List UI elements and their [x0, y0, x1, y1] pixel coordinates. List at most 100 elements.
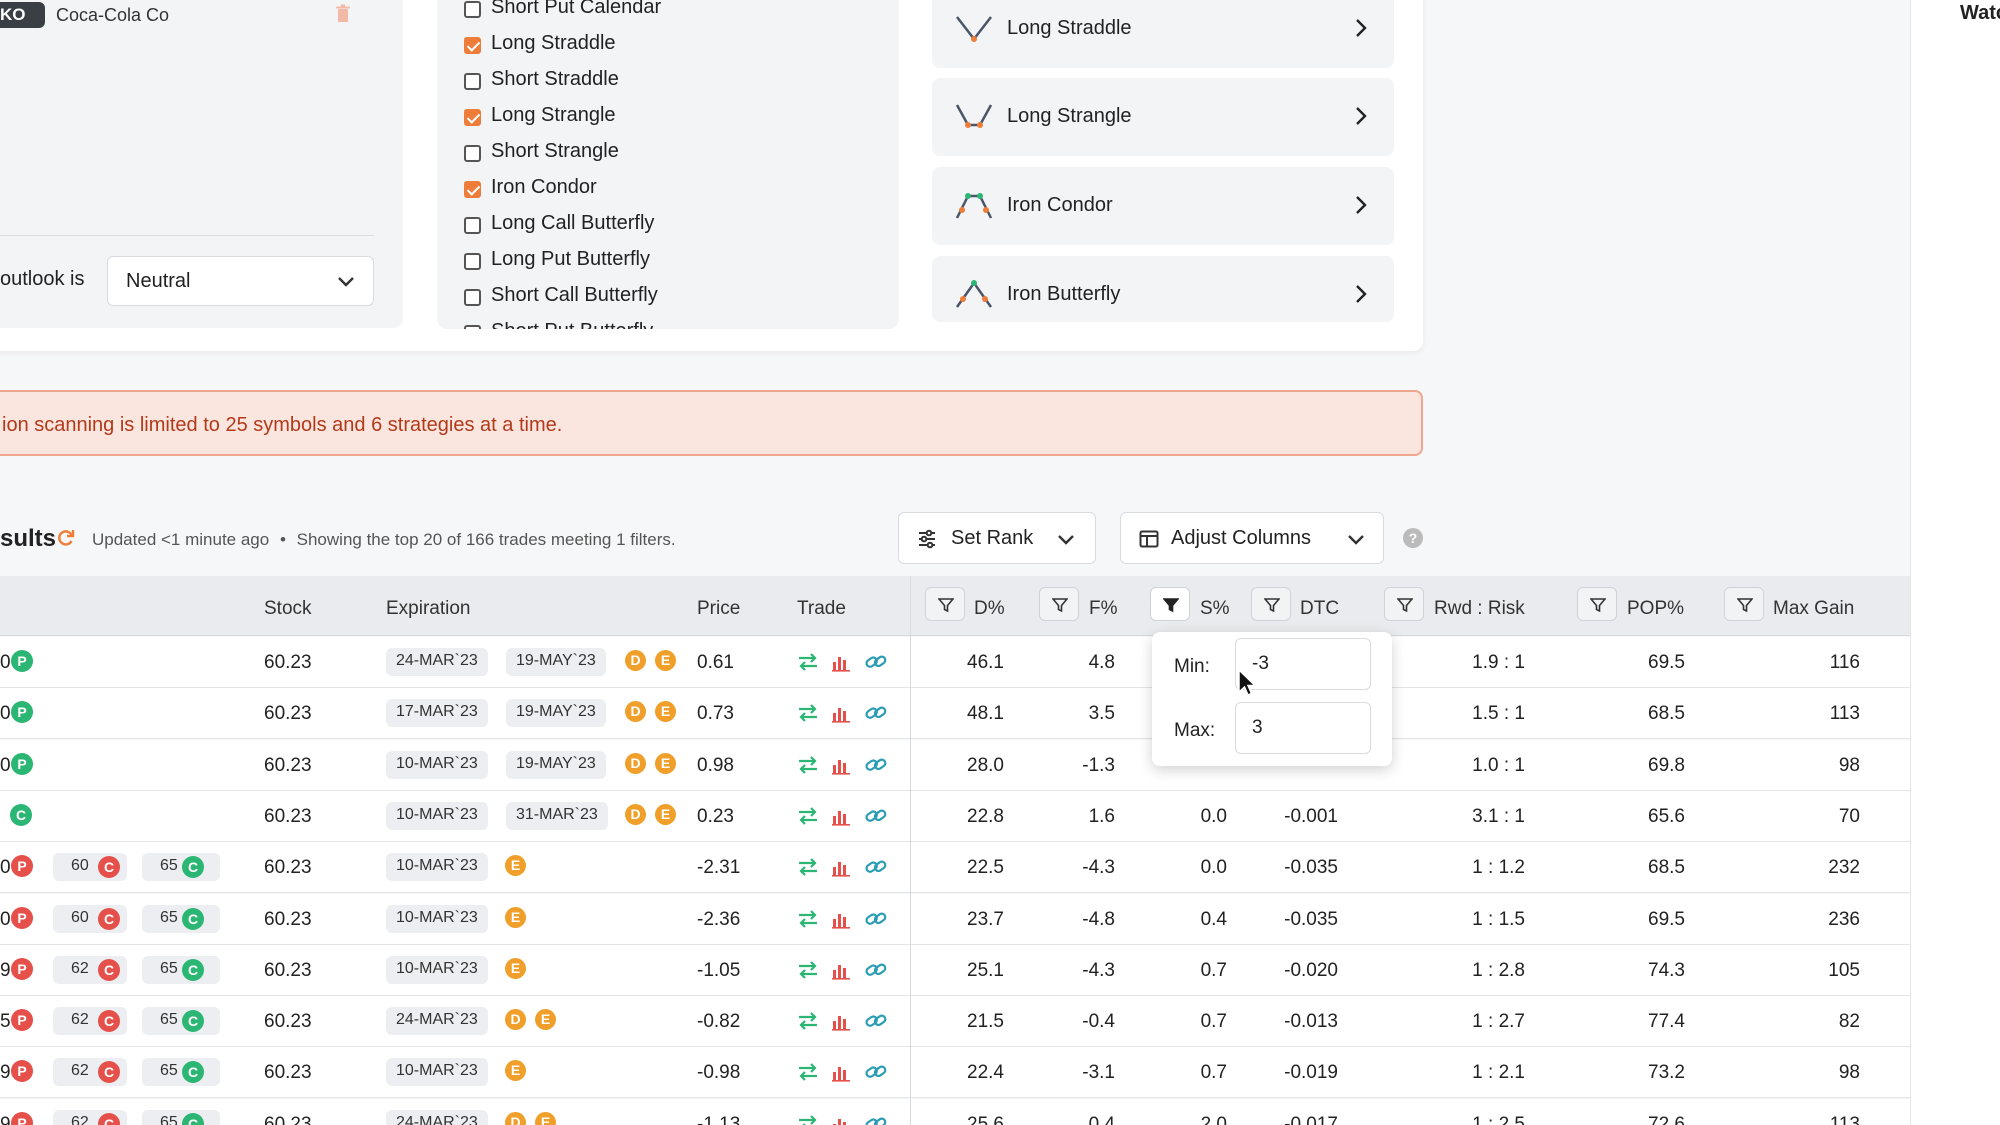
checkbox[interactable] [464, 145, 481, 162]
d-pct-value: 23.7 [967, 908, 1004, 930]
chart-bars-icon[interactable] [831, 1011, 851, 1031]
link-icon[interactable] [864, 857, 888, 877]
link-icon[interactable] [864, 1062, 888, 1082]
col-f-pct[interactable]: F% [1089, 598, 1118, 619]
adjust-columns-button[interactable]: Adjust Columns [1120, 512, 1384, 564]
chart-bars-icon[interactable] [831, 1114, 851, 1125]
table-row[interactable]: 0 P 60 C 65 C 60.23 10-MAR`23 E -2.36 23.7 -4.8 0.4-… [0, 893, 1910, 945]
col-rwd-risk[interactable]: Rwd : Risk [1434, 598, 1525, 619]
table-row[interactable]: 9 P 62 C 65 C 60.23 24-MAR`23 D E -1.13 25.6 0.4 2.0 -… [0, 1098, 1910, 1125]
table-row[interactable]: 0 P 60.23 24-MAR`23 19-MAY`23 D E 0.61 46.1 4.8 1.… [0, 637, 1910, 688]
chart-bars-icon[interactable] [831, 960, 851, 980]
d-pct-value: 22.4 [967, 1062, 1004, 1084]
col-price[interactable]: Price [697, 598, 741, 619]
help-icon[interactable]: ? [1403, 528, 1423, 548]
chart-bars-icon[interactable] [831, 652, 851, 672]
option-type-badge: C [98, 1010, 120, 1033]
watch-label[interactable]: Watch [1960, 2, 2000, 24]
table-row[interactable]: 9 P 62 C 65 C 60.23 10-MAR`23 E -1.05 25.1 -4.3 0.7-… [0, 944, 1910, 996]
selected-strategy-card[interactable]: Long Straddle [932, 0, 1394, 68]
max-input[interactable]: 3 [1235, 702, 1371, 754]
filter-icon [938, 598, 954, 613]
adjust-columns-label: Adjust Columns [1171, 527, 1312, 549]
strike-value: 65 [160, 1113, 178, 1125]
link-icon[interactable] [864, 960, 888, 980]
trash-icon[interactable] [335, 4, 351, 24]
filter-s-button[interactable] [1150, 587, 1190, 621]
link-icon[interactable] [864, 909, 888, 929]
col-stock[interactable]: Stock [264, 598, 312, 619]
symbol-ticker-chip[interactable]: KO [0, 2, 45, 28]
dtc-value: -0.035 [1284, 908, 1338, 930]
stock-price: 60.23 [264, 754, 312, 776]
trade-arrows-icon[interactable] [797, 1114, 819, 1125]
checkbox[interactable] [464, 325, 481, 329]
set-rank-label: Set Rank [951, 527, 1034, 549]
link-icon[interactable] [864, 1114, 888, 1125]
link-icon[interactable] [864, 703, 888, 723]
filter-d-button[interactable] [925, 587, 965, 621]
col-d-pct[interactable]: D% [974, 598, 1005, 619]
option-type-badge: P [11, 906, 33, 929]
checkbox[interactable] [464, 253, 481, 270]
trade-arrows-icon[interactable] [797, 909, 819, 929]
checkbox[interactable] [464, 1, 481, 18]
set-rank-button[interactable]: Set Rank [898, 512, 1096, 564]
refresh-icon[interactable] [56, 528, 76, 548]
checkbox[interactable] [464, 109, 481, 126]
selected-strategy-card[interactable]: Iron Butterfly [932, 256, 1394, 322]
trade-arrows-icon[interactable] [797, 755, 819, 775]
outlook-select[interactable]: Neutral [107, 256, 374, 306]
checkbox[interactable] [464, 37, 481, 54]
trade-arrows-icon[interactable] [797, 1062, 819, 1082]
col-pop-pct[interactable]: POP% [1627, 598, 1685, 619]
table-row[interactable]: 5 P 62 C 65 C 60.23 24-MAR`23 D E -0.82 21.5 -0.4 0.7… [0, 996, 1910, 1048]
trade-arrows-icon[interactable] [797, 703, 819, 723]
table-row[interactable]: 0 P 60.23 17-MAR`23 19-MAY`23 D E 0.73 48.1 3.5 1.… [0, 688, 1910, 740]
table-row[interactable]: 9 P 62 C 65 C 60.23 10-MAR`23 E -0.98 22.4 -3.1 0.7-… [0, 1047, 1910, 1099]
strike-partial: 9 [0, 959, 11, 981]
filter-f-button[interactable] [1039, 587, 1079, 621]
trade-price: -1.05 [697, 959, 741, 981]
col-s-pct[interactable]: S% [1200, 598, 1230, 619]
checkbox[interactable] [464, 217, 481, 234]
checkbox[interactable] [464, 181, 481, 198]
trade-arrows-icon[interactable] [797, 1011, 819, 1031]
d-pct-value: 25.6 [967, 1113, 1004, 1125]
event-flag-badge: E [505, 906, 526, 928]
filter-rwd-risk-button[interactable] [1384, 587, 1424, 621]
col-trade[interactable]: Trade [797, 598, 846, 619]
checkbox[interactable] [464, 289, 481, 306]
table-row[interactable]: 0 P 60.23 10-MAR`23 19-MAY`23 D E 0.98 28.0 -1.3 1… [0, 739, 1910, 791]
symbol-row: KO Coca-Cola Co [0, 0, 370, 30]
chart-bars-icon[interactable] [831, 703, 851, 723]
chart-bars-icon[interactable] [831, 857, 851, 877]
col-expiration[interactable]: Expiration [386, 598, 471, 619]
col-max-gain[interactable]: Max Gain [1773, 598, 1855, 619]
link-icon[interactable] [864, 755, 888, 775]
selected-strategy-card[interactable]: Long Strangle [932, 78, 1394, 156]
trade-arrows-icon[interactable] [797, 652, 819, 672]
filter-max-gain-button[interactable] [1724, 587, 1764, 621]
col-dtc[interactable]: DTC [1300, 598, 1340, 619]
strike-pill: 65 C [142, 955, 220, 984]
filter-pop-button[interactable] [1577, 587, 1617, 621]
min-input[interactable]: -3 [1235, 638, 1371, 690]
event-flag-badge: E [505, 957, 526, 979]
table-row[interactable]: 0 P 60 C 65 C 60.23 10-MAR`23 E -2.31 22.5 -4.3 0.0-… [0, 842, 1910, 894]
trade-arrows-icon[interactable] [797, 960, 819, 980]
chart-bars-icon[interactable] [831, 909, 851, 929]
chart-bars-icon[interactable] [831, 806, 851, 826]
checkbox[interactable] [464, 73, 481, 90]
reward-risk-value: 1.0 : 1 [1472, 754, 1525, 776]
filter-dtc-button[interactable] [1251, 587, 1291, 621]
table-row[interactable]: C 60.23 10-MAR`23 31-MAR`23 D E 0.23 22.8 1.6 0.0… [0, 790, 1910, 842]
trade-arrows-icon[interactable] [797, 857, 819, 877]
link-icon[interactable] [864, 652, 888, 672]
link-icon[interactable] [864, 806, 888, 826]
chart-bars-icon[interactable] [831, 1062, 851, 1082]
selected-strategy-card[interactable]: Iron Condor [932, 167, 1394, 245]
link-icon[interactable] [864, 1011, 888, 1031]
chart-bars-icon[interactable] [831, 755, 851, 775]
trade-arrows-icon[interactable] [797, 806, 819, 826]
